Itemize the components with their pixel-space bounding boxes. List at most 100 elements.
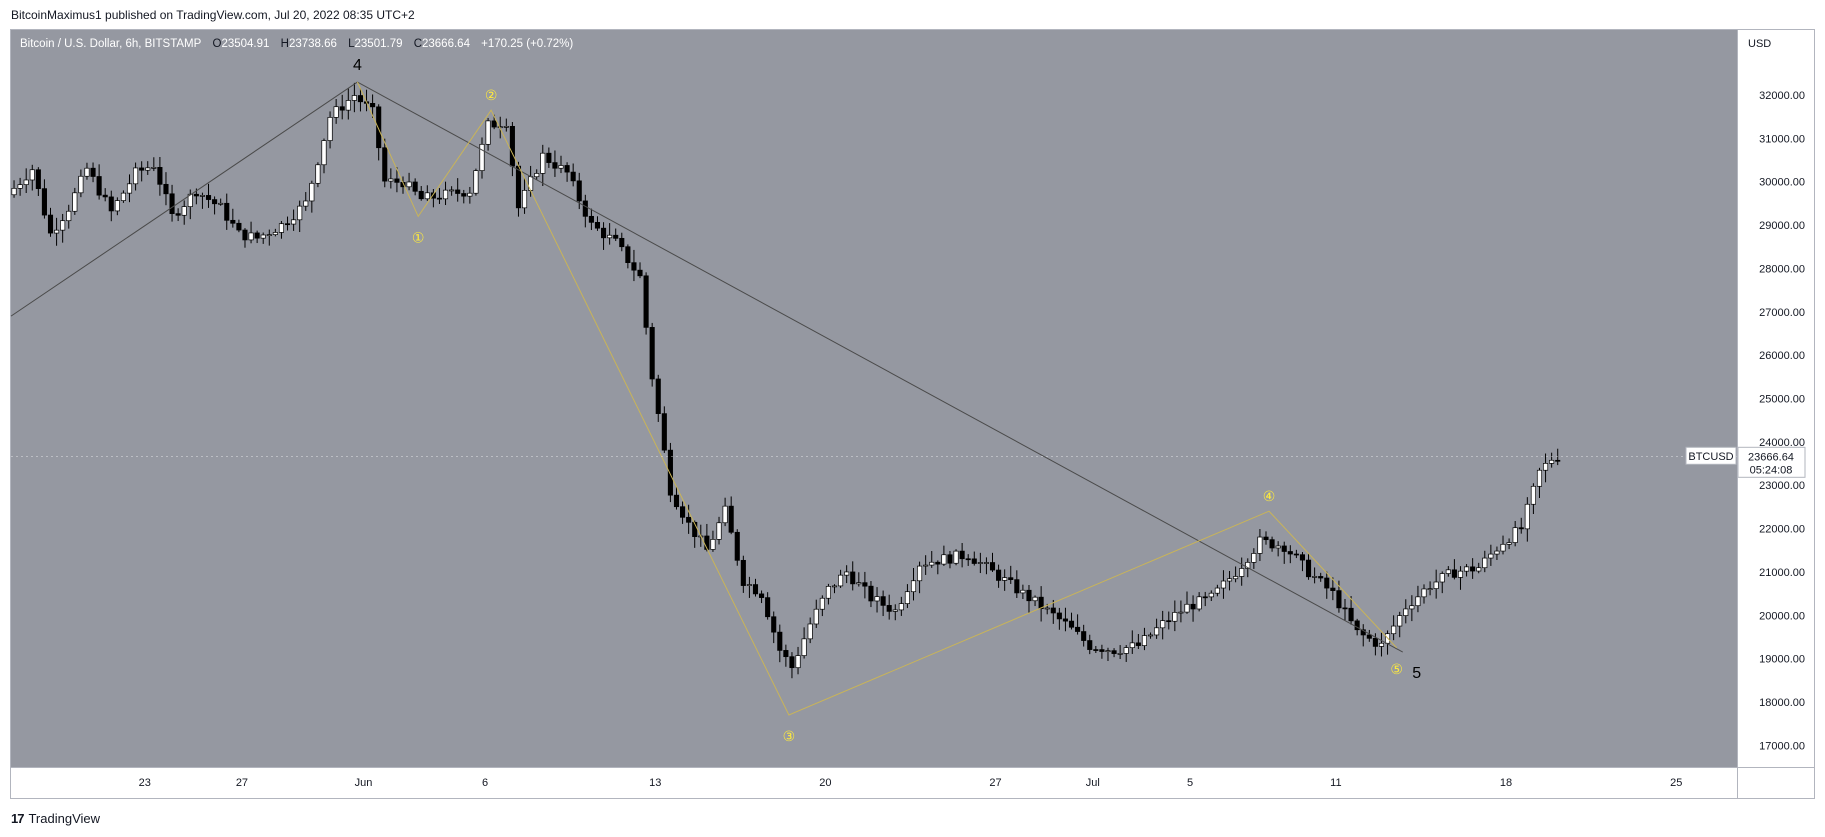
candle-body <box>1470 566 1476 572</box>
candle-body <box>1348 607 1354 622</box>
time-tick-label: 27 <box>989 777 1001 789</box>
time-tick-label: 23 <box>139 777 151 789</box>
candle-body <box>789 656 795 669</box>
candle-body <box>1075 626 1081 632</box>
candle-body <box>1293 553 1299 556</box>
candle-body <box>1500 543 1506 552</box>
candle-body <box>333 106 339 118</box>
candle-body <box>41 188 47 216</box>
time-axis[interactable] <box>11 767 1737 798</box>
price-tick-label: 21000.00 <box>1759 567 1805 579</box>
candle-body <box>1105 650 1111 653</box>
candle-body <box>1184 603 1190 613</box>
candle-body <box>1056 612 1062 620</box>
candle-body <box>856 582 862 585</box>
candle-body <box>1543 463 1549 471</box>
candle-body <box>424 192 430 200</box>
wave-label-minor: ② <box>485 88 498 104</box>
wave-label-major: 5 <box>1412 665 1421 682</box>
price-tick-label: 18000.00 <box>1759 697 1805 709</box>
candle-body <box>734 531 740 561</box>
price-tick-label: 31000.00 <box>1759 133 1805 145</box>
candle-body <box>1233 576 1239 580</box>
candle-body <box>625 246 631 264</box>
candle-body <box>181 206 187 216</box>
published-caption: BitcoinMaximus1 published on TradingView… <box>11 8 415 22</box>
candle-body <box>1299 554 1306 561</box>
wave-label-minor: ③ <box>783 729 796 745</box>
candle-body <box>1488 553 1494 559</box>
candle-body <box>72 192 78 212</box>
candle-body <box>1257 536 1263 554</box>
price-tick-label: 20000.00 <box>1759 610 1805 622</box>
candle-body <box>917 565 923 582</box>
candle-body <box>959 550 965 560</box>
candle-body <box>205 195 212 200</box>
candle-body <box>1141 635 1147 646</box>
candle-body <box>449 189 455 192</box>
candle-body <box>66 210 72 222</box>
open-label: O <box>212 38 222 50</box>
ohlc-legend: Bitcoin / U.S. Dollar, 6h, BITSTAMP O235… <box>20 38 573 50</box>
candle-body <box>1506 542 1512 545</box>
candle-body <box>1196 596 1202 610</box>
candle-body <box>151 167 157 169</box>
candle-body <box>242 229 248 241</box>
candle-body <box>370 103 376 108</box>
candle-body <box>1014 579 1020 594</box>
candle-body <box>133 167 139 185</box>
ticker-tag-box <box>1685 446 1737 465</box>
candle-body <box>169 193 175 214</box>
candle-body <box>807 623 813 640</box>
low-value: 23501.79 <box>354 38 403 50</box>
candle-body <box>667 449 673 496</box>
wave-label-minor: ① <box>412 230 425 246</box>
candle-body <box>996 569 1002 581</box>
price-axis[interactable] <box>1737 30 1814 767</box>
candle-body <box>941 554 947 565</box>
candle-body <box>521 190 528 209</box>
candle-body <box>35 169 41 189</box>
candle-body <box>534 173 540 178</box>
candle-body <box>248 232 254 241</box>
candle-body <box>1512 527 1518 543</box>
candle-body <box>607 234 613 239</box>
candle-body <box>485 120 491 145</box>
candle-body <box>357 95 364 103</box>
candle-body <box>193 193 199 197</box>
candle-body <box>613 234 619 239</box>
candle-body <box>455 189 461 194</box>
candle-body <box>266 234 272 236</box>
currency-label[interactable]: USD <box>1748 38 1772 50</box>
candle-body <box>552 162 558 169</box>
time-tick-label: Jul <box>1086 777 1100 789</box>
candle-body <box>321 140 327 166</box>
open-value: 23504.91 <box>221 38 270 50</box>
candle-body <box>351 95 357 101</box>
symbol-title[interactable]: Bitcoin / U.S. Dollar, 6h, BITSTAMP <box>20 38 202 50</box>
candle-body <box>874 596 880 602</box>
candle-body <box>989 562 996 571</box>
candle-body <box>1044 607 1050 610</box>
change-value: +170.25 (+0.72%) <box>481 38 574 50</box>
candle-body <box>11 187 17 196</box>
wave-label-major: 4 <box>353 57 362 74</box>
time-tick-label: Jun <box>355 777 373 789</box>
candle-body <box>17 184 23 189</box>
candle-body <box>1117 653 1123 655</box>
candle-body <box>795 655 801 669</box>
candle-body <box>497 126 503 129</box>
footer-brand[interactable]: 17 TradingView <box>11 811 100 826</box>
candle-body <box>1081 631 1087 641</box>
candle-body <box>1093 649 1099 651</box>
candle-body <box>84 167 90 177</box>
wave-label-minor: ④ <box>1263 489 1276 505</box>
candle-body <box>862 582 868 587</box>
price-tick-label: 19000.00 <box>1759 654 1805 666</box>
candle-body <box>1099 649 1105 652</box>
candle-body <box>1427 588 1433 590</box>
trend-line <box>10 81 358 317</box>
candle-body <box>1129 642 1135 649</box>
candle-body <box>1251 553 1257 563</box>
plot-area[interactable] <box>11 30 1737 767</box>
